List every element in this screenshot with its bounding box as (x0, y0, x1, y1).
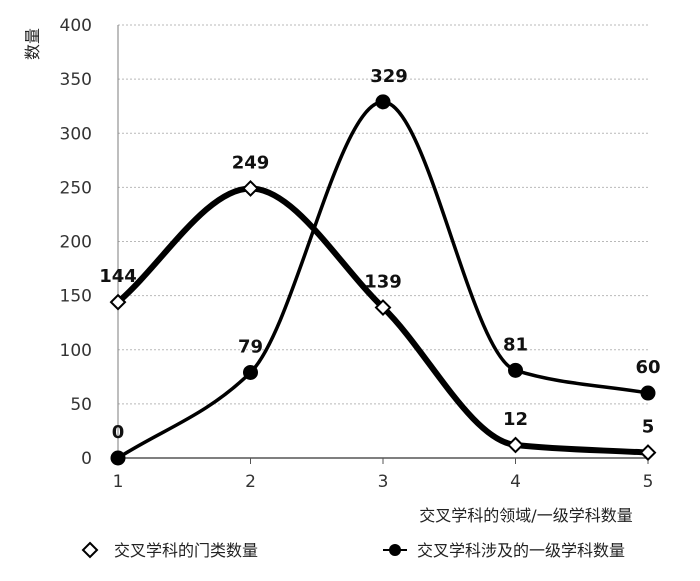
x-tick-label: 4 (510, 472, 521, 492)
y-tick-label: 150 (60, 287, 92, 307)
y-axis-title: 数量 (23, 28, 42, 60)
data-point-diamond (639, 444, 657, 462)
data-labels: 144 249 139 12 5 0 79 329 81 60 (99, 66, 660, 443)
series-lines (109, 94, 657, 466)
data-point-circle (508, 362, 523, 378)
data-point-diamond (109, 293, 127, 311)
y-tick-label: 400 (60, 16, 92, 36)
data-label: 139 (364, 272, 402, 293)
legend-label: 交叉学科涉及的一级学科数量 (417, 541, 625, 560)
data-point-diamond (242, 180, 259, 197)
y-tick-label: 50 (70, 395, 92, 415)
legend-circle-marker-icon (389, 544, 401, 556)
x-axis-title: 交叉学科的领域/一级学科数量 (419, 506, 632, 525)
x-tick-label: 2 (245, 472, 256, 492)
y-tick-label: 250 (60, 178, 92, 198)
y-tick-label: 200 (60, 233, 92, 253)
y-tick-label: 0 (81, 449, 92, 469)
data-point-circle (110, 450, 126, 466)
data-point-diamond (374, 299, 392, 316)
data-label: 249 (232, 152, 270, 173)
legend-item-circle-series: 交叉学科涉及的一级学科数量 (383, 541, 625, 560)
x-tick-label: 5 (643, 472, 654, 492)
legend: 交叉学科的门类数量 交叉学科涉及的一级学科数量 (81, 541, 625, 560)
data-label: 144 (99, 266, 137, 287)
legend-diamond-marker-icon (81, 541, 99, 559)
y-tick-label: 350 (60, 70, 92, 90)
data-label: 81 (503, 334, 528, 355)
x-tick-label: 1 (113, 472, 124, 492)
data-label: 60 (635, 357, 660, 378)
x-tick-label: 3 (378, 472, 389, 492)
data-point-circle (375, 94, 391, 110)
data-point-circle (243, 364, 258, 380)
data-point-circle (640, 385, 656, 401)
legend-label: 交叉学科的门类数量 (114, 541, 258, 560)
data-point-diamond (507, 436, 524, 454)
data-label: 329 (370, 66, 408, 87)
data-label: 12 (503, 409, 528, 430)
legend-item-diamond-series: 交叉学科的门类数量 (81, 541, 258, 560)
y-tick-label: 100 (60, 341, 92, 361)
y-tick-label: 300 (60, 124, 92, 144)
data-label: 79 (238, 336, 263, 357)
gridlines (118, 24, 648, 405)
data-label: 5 (642, 417, 655, 438)
data-label: 0 (112, 422, 125, 443)
